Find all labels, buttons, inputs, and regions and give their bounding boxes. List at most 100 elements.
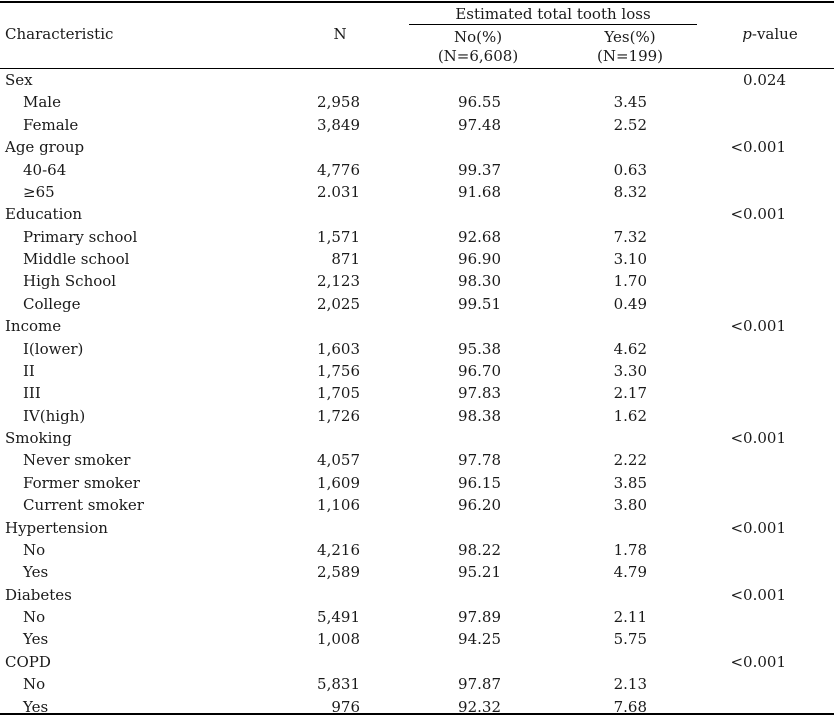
cell-n: 1,008 bbox=[317, 630, 360, 649]
table-top-rule bbox=[0, 1, 834, 3]
cell-no-percent: 92.32 bbox=[458, 697, 501, 716]
cell-no-percent: 92.68 bbox=[458, 227, 501, 246]
table-row: Current smoker 1,106 96.20 3.80 bbox=[0, 494, 834, 516]
table-row: Male 2,958 96.55 3.45 bbox=[0, 91, 834, 113]
cell-n: 2,589 bbox=[317, 563, 360, 582]
cell-no-percent: 96.20 bbox=[458, 496, 501, 515]
cell-yes-percent: 3.85 bbox=[613, 473, 647, 492]
cell-p-value: <0.001 bbox=[730, 205, 786, 224]
table-row: Middle school 871 96.90 3.10 bbox=[0, 248, 834, 270]
cell-characteristic: Diabetes bbox=[5, 585, 72, 604]
cell-yes-percent: 2.11 bbox=[613, 608, 647, 626]
cell-n: 1,726 bbox=[317, 406, 360, 425]
cell-no-percent: 96.90 bbox=[458, 250, 501, 268]
header-yes-count: (N=199) bbox=[596, 47, 664, 65]
table-row: 40-64 4,776 99.37 0.63 bbox=[0, 159, 834, 181]
cell-n: 1,705 bbox=[317, 384, 360, 403]
table-group-row: Age group <0.001 bbox=[0, 136, 834, 158]
cell-n: 976 bbox=[331, 697, 360, 716]
cell-no-percent: 96.15 bbox=[458, 473, 501, 492]
cell-characteristic: Yes bbox=[23, 630, 49, 649]
cell-characteristic: Primary school bbox=[23, 227, 138, 246]
cell-characteristic: Female bbox=[23, 115, 79, 134]
cell-n: 4,057 bbox=[317, 451, 360, 470]
cell-characteristic: No bbox=[23, 675, 46, 694]
cell-characteristic: II bbox=[23, 361, 35, 380]
cell-p-value: <0.001 bbox=[730, 138, 786, 157]
cell-n: 5,831 bbox=[317, 675, 360, 694]
table-row: III 1,705 97.83 2.17 bbox=[0, 382, 834, 404]
cell-n: 2.031 bbox=[317, 182, 360, 201]
cell-yes-percent: 2.52 bbox=[613, 115, 647, 134]
cell-no-percent: 95.38 bbox=[458, 339, 501, 358]
table-row: No 5,491 97.89 2.11 bbox=[0, 606, 834, 628]
header-spanner: Estimated total tooth loss bbox=[455, 5, 651, 23]
cell-n: 5,491 bbox=[317, 608, 360, 626]
cell-characteristic: No bbox=[23, 540, 46, 559]
cell-n: 1,106 bbox=[317, 496, 360, 515]
cell-n: 4,216 bbox=[317, 540, 360, 559]
cell-characteristic: No bbox=[23, 608, 46, 626]
cell-n: 1,756 bbox=[317, 361, 360, 380]
table-group-row: Income <0.001 bbox=[0, 315, 834, 337]
header-p-rest: -value bbox=[751, 25, 798, 43]
cell-no-percent: 97.48 bbox=[458, 115, 501, 134]
cell-characteristic: Sex bbox=[5, 71, 33, 89]
cell-characteristic: Yes bbox=[23, 563, 49, 582]
cell-yes-percent: 4.62 bbox=[613, 339, 647, 358]
table-group-row: COPD <0.001 bbox=[0, 651, 834, 673]
cell-n: 4,776 bbox=[317, 160, 360, 179]
cell-characteristic: Hypertension bbox=[5, 518, 108, 537]
cell-yes-percent: 3.80 bbox=[613, 496, 647, 515]
cell-n: 1,603 bbox=[317, 339, 360, 358]
cell-characteristic: Never smoker bbox=[23, 451, 131, 470]
cell-characteristic: 40-64 bbox=[23, 160, 67, 179]
cell-no-percent: 91.68 bbox=[458, 182, 501, 201]
table-row: Yes 976 92.32 7.68 bbox=[0, 696, 834, 718]
table-body: Sex 0.024 Male 2,958 96.55 3.45 Female 3,849 97.… bbox=[0, 69, 834, 718]
table-row: Former smoker 1,609 96.15 3.85 bbox=[0, 472, 834, 494]
cell-characteristic: Middle school bbox=[23, 250, 130, 268]
table-row: Yes 1,008 94.25 5.75 bbox=[0, 628, 834, 650]
table-row: College 2,025 99.51 0.49 bbox=[0, 293, 834, 315]
table-group-row: Sex 0.024 bbox=[0, 69, 834, 91]
table-group-row: Smoking <0.001 bbox=[0, 427, 834, 449]
table-row: ≥65 2.031 91.68 8.32 bbox=[0, 181, 834, 203]
header-no: No(%) (N=6,608) bbox=[400, 28, 556, 66]
cell-yes-percent: 7.68 bbox=[613, 697, 647, 716]
header-rule bbox=[0, 68, 834, 69]
header-p-value: p-value bbox=[720, 25, 820, 43]
cell-characteristic: High School bbox=[23, 272, 117, 291]
cell-characteristic: ≥65 bbox=[23, 182, 55, 201]
table-row: High School 2,123 98.30 1.70 bbox=[0, 270, 834, 292]
header-no-label: No(%) bbox=[453, 28, 503, 46]
cell-yes-percent: 2.22 bbox=[613, 451, 647, 470]
cell-yes-percent: 3.10 bbox=[613, 250, 647, 268]
cell-no-percent: 98.22 bbox=[458, 540, 501, 559]
cell-n: 1,609 bbox=[317, 473, 360, 492]
table-group-row: Diabetes <0.001 bbox=[0, 584, 834, 606]
cell-no-percent: 94.25 bbox=[458, 630, 501, 649]
cell-no-percent: 97.87 bbox=[458, 675, 501, 694]
table-group-row: Education <0.001 bbox=[0, 203, 834, 225]
cell-yes-percent: 2.17 bbox=[613, 384, 647, 403]
table-row: II 1,756 96.70 3.30 bbox=[0, 360, 834, 382]
cell-yes-percent: 3.45 bbox=[613, 93, 647, 112]
header-yes: Yes(%) (N=199) bbox=[560, 28, 700, 66]
cell-no-percent: 98.30 bbox=[458, 272, 501, 291]
cell-no-percent: 99.51 bbox=[458, 294, 501, 313]
cell-yes-percent: 7.32 bbox=[613, 227, 647, 246]
header-characteristic: Characteristic bbox=[5, 25, 114, 43]
table-row: Primary school 1,571 92.68 7.32 bbox=[0, 226, 834, 248]
cell-characteristic: IV(high) bbox=[23, 406, 86, 425]
cell-yes-percent: 1.78 bbox=[613, 540, 647, 559]
header-p-italic: p bbox=[742, 25, 752, 43]
cell-characteristic: Income bbox=[5, 317, 62, 336]
table-row: IV(high) 1,726 98.38 1.62 bbox=[0, 405, 834, 427]
cell-characteristic: Former smoker bbox=[23, 473, 140, 492]
cell-characteristic: Age group bbox=[5, 138, 85, 157]
cell-no-percent: 99.37 bbox=[458, 160, 501, 179]
cell-characteristic: Yes bbox=[23, 697, 49, 716]
cell-characteristic: College bbox=[23, 294, 81, 313]
